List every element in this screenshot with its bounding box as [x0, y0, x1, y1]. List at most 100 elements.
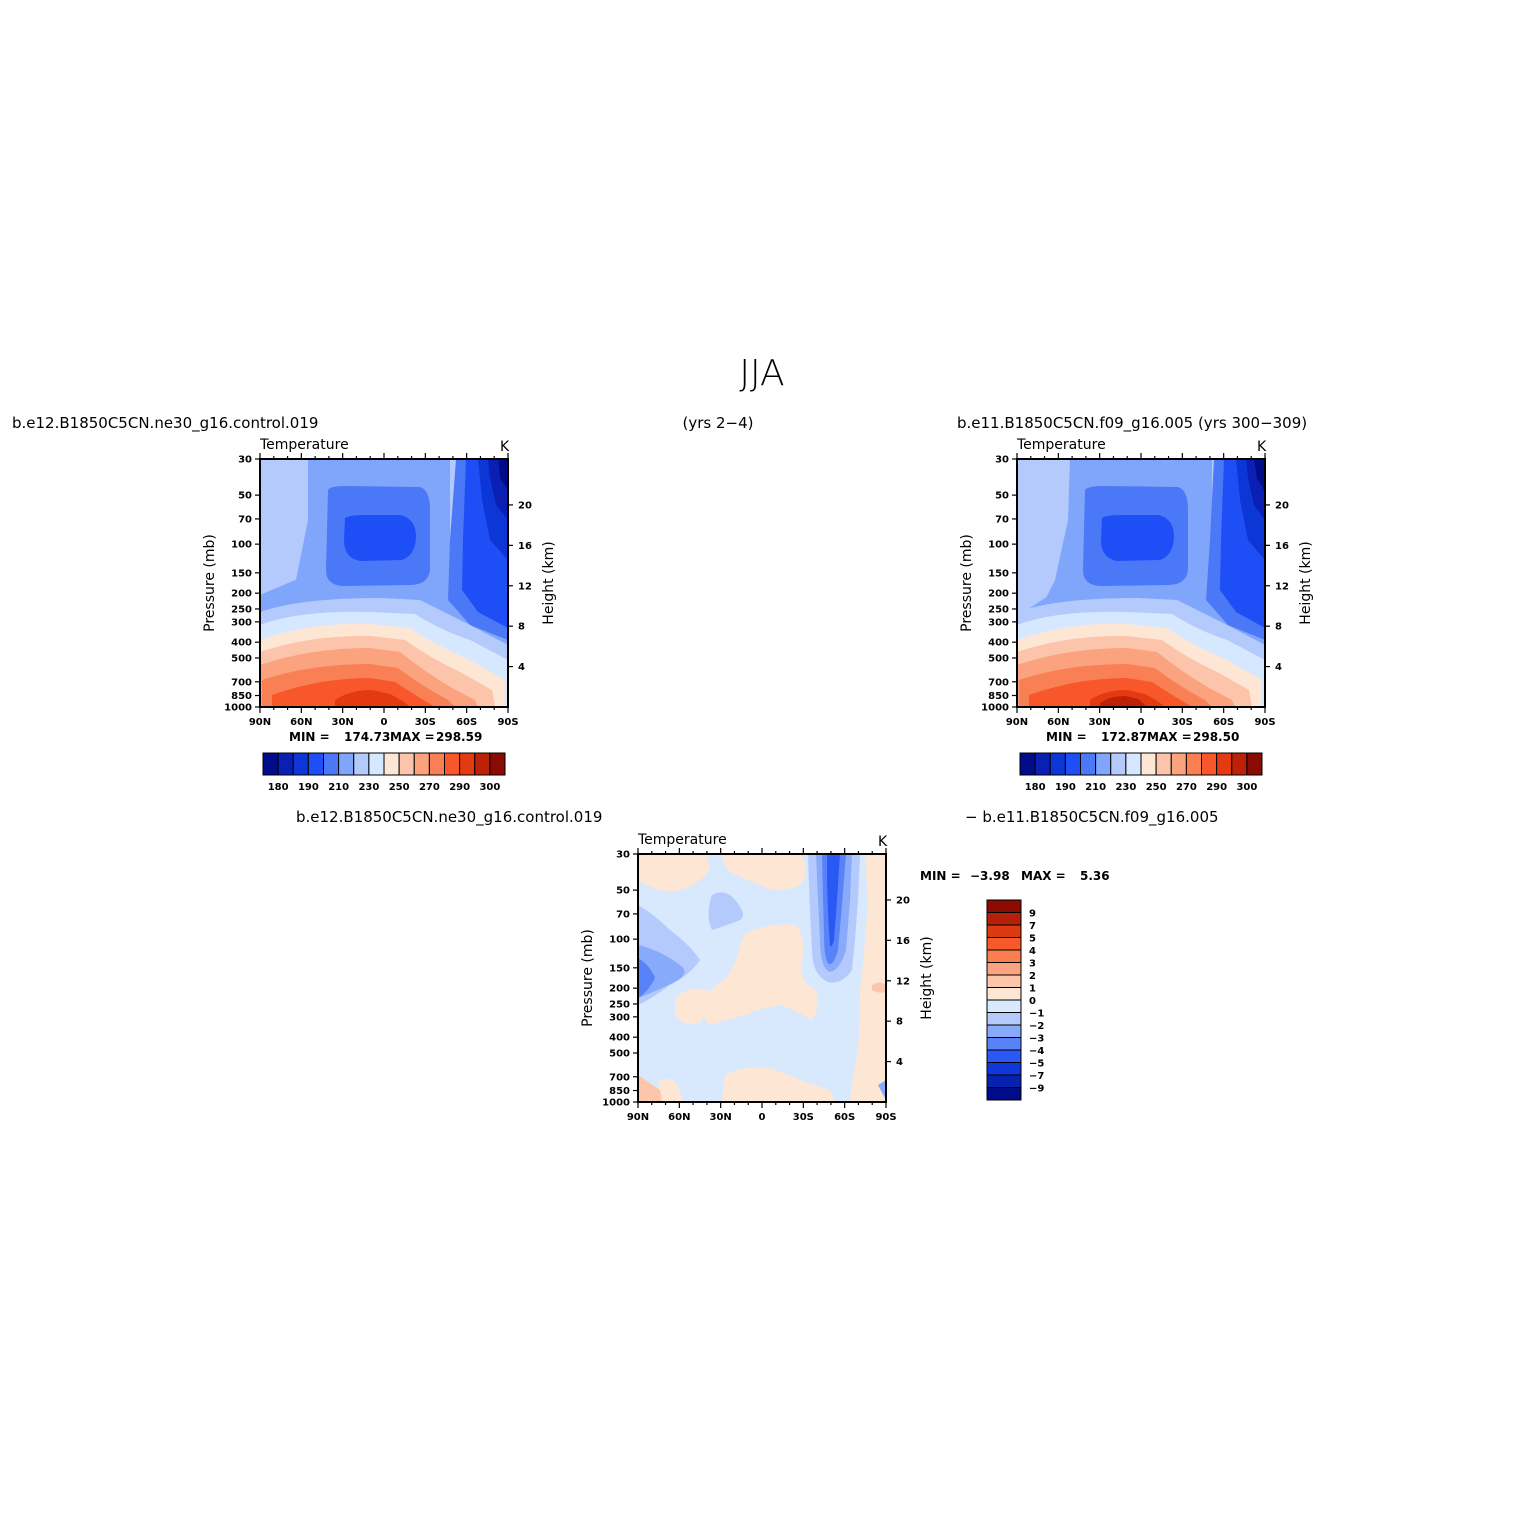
colorbar-swatch: [262, 752, 279, 776]
max-value-top-right: 298.50: [1193, 730, 1239, 744]
height-tick-label: 12: [518, 581, 532, 592]
contour-band: [878, 1080, 886, 1100]
colorbar-label: 270: [1176, 782, 1197, 793]
pressure-tick-label: 150: [988, 568, 1009, 579]
panel-title-top-left: Temperature: [259, 437, 349, 453]
height-tick-label: 20: [518, 500, 532, 511]
panel-top-right: 3050701001502002503004005007008501000481…: [959, 437, 1314, 793]
pressure-axis-label-top-left: Pressure (mb): [202, 534, 218, 632]
pressure-tick-label: 30: [238, 455, 252, 466]
contour-band: [638, 1075, 662, 1102]
colorbar-swatch: [1201, 752, 1218, 776]
pressure-tick-label: 700: [231, 677, 252, 688]
contour-band: [720, 854, 806, 890]
axis-ticks-top-right: 3050701001502002503004005007008501000481…: [981, 453, 1289, 728]
latitude-tick-label: 90N: [627, 1112, 649, 1123]
colorbar-label: 7: [1029, 921, 1036, 932]
latitude-tick-label: 60S: [1213, 717, 1234, 728]
contour-band: [638, 958, 655, 998]
height-tick-label: 4: [896, 1057, 903, 1068]
colorbar-swatch: [986, 1087, 1022, 1101]
colorbar-swatch: [1231, 752, 1248, 776]
colorbar-label: 2: [1029, 971, 1036, 982]
pressure-tick-label: 250: [988, 604, 1009, 615]
colorbar-swatch: [398, 752, 415, 776]
colorbar-label: 1: [1029, 984, 1036, 995]
figure-title: JJA: [739, 353, 784, 394]
colorbar-label: −3: [1029, 1034, 1044, 1045]
colorbar-swatch: [986, 1049, 1022, 1063]
contour-band: [335, 690, 410, 707]
colorbar-label: 230: [1115, 782, 1136, 793]
pressure-tick-label: 400: [231, 638, 252, 649]
max-label-difference: MAX =: [1021, 869, 1066, 883]
colorbar-swatch: [1034, 752, 1051, 776]
colorbar-label: −1: [1029, 1009, 1044, 1020]
colorbar-label: 210: [1085, 782, 1106, 793]
contour-band: [722, 1067, 835, 1102]
colorbar-label: −5: [1029, 1059, 1044, 1070]
colorbar-label: 180: [1025, 782, 1046, 793]
colorbar-label: 190: [298, 782, 319, 793]
colorbar-label: 210: [328, 782, 349, 793]
pressure-tick-label: 200: [609, 984, 630, 995]
min-value-top-left: 174.73: [344, 730, 390, 744]
panel-title-top-right: Temperature: [1016, 437, 1106, 453]
min-label-top-left: MIN =: [289, 730, 330, 744]
height-axis-label-difference: Height (km): [919, 936, 935, 1019]
top-center-header: (yrs 2−4): [683, 414, 754, 432]
colorbar-label: 3: [1029, 959, 1036, 970]
pressure-tick-label: 30: [616, 850, 630, 861]
colorbar-swatch: [1110, 752, 1127, 776]
latitude-tick-label: 30S: [415, 717, 436, 728]
height-tick-label: 12: [896, 976, 910, 987]
colorbar-swatch: [1246, 752, 1263, 776]
top-right-header: b.e11.B1850C5CN.f09_g16.005 (yrs 300−309…: [957, 414, 1307, 433]
pressure-tick-label: 300: [231, 617, 252, 628]
max-value-top-left: 298.59: [436, 730, 482, 744]
panel-top-left: 3050701001502002503004005007008501000481…: [202, 437, 557, 793]
pressure-tick-label: 850: [609, 1086, 630, 1097]
colorbar-label: 290: [449, 782, 470, 793]
contour-band: [675, 988, 709, 1024]
height-tick-label: 20: [1275, 500, 1289, 511]
contour-band: [850, 854, 886, 1102]
pressure-tick-label: 50: [616, 886, 630, 897]
colorbar-swatch: [986, 974, 1022, 988]
max-label-top-left: MAX =: [390, 730, 435, 744]
colorbar-label: 250: [389, 782, 410, 793]
colorbar-swatch: [986, 962, 1022, 976]
latitude-tick-label: 0: [1138, 717, 1145, 728]
contour-band: [344, 515, 416, 561]
pressure-axis-label-difference: Pressure (mb): [580, 929, 596, 1027]
colorbar-swatch: [1064, 752, 1081, 776]
latitude-tick-label: 90S: [1254, 717, 1275, 728]
colorbar-swatch: [277, 752, 294, 776]
pressure-tick-label: 850: [988, 691, 1009, 702]
height-axis-label-top-right: Height (km): [1298, 541, 1314, 624]
min-value-top-right: 172.87: [1101, 730, 1147, 744]
colorbar-label: −7: [1029, 1071, 1044, 1082]
colorbar-swatch: [444, 752, 461, 776]
colorbar-swatch: [307, 752, 324, 776]
height-tick-label: 16: [1275, 541, 1289, 552]
colorbar-label: 300: [1236, 782, 1257, 793]
pressure-tick-label: 150: [231, 568, 252, 579]
colorbar-swatch: [986, 912, 1022, 926]
pressure-tick-label: 500: [609, 1048, 630, 1059]
min-label-difference: MIN =: [920, 869, 961, 883]
latitude-tick-label: 30S: [793, 1112, 814, 1123]
pressure-axis-label-top-right: Pressure (mb): [959, 534, 975, 632]
height-tick-label: 12: [1275, 581, 1289, 592]
latitude-tick-label: 0: [381, 717, 388, 728]
latitude-tick-label: 30N: [710, 1112, 732, 1123]
pressure-tick-label: 300: [609, 1012, 630, 1023]
height-tick-label: 16: [896, 936, 910, 947]
latitude-tick-label: 90N: [249, 717, 271, 728]
contour-band: [827, 854, 840, 947]
height-tick-label: 20: [896, 895, 910, 906]
contour-band: [638, 854, 709, 892]
pressure-tick-label: 1000: [224, 703, 252, 714]
colorbar-swatch: [986, 899, 1022, 913]
height-tick-label: 8: [896, 1017, 903, 1028]
